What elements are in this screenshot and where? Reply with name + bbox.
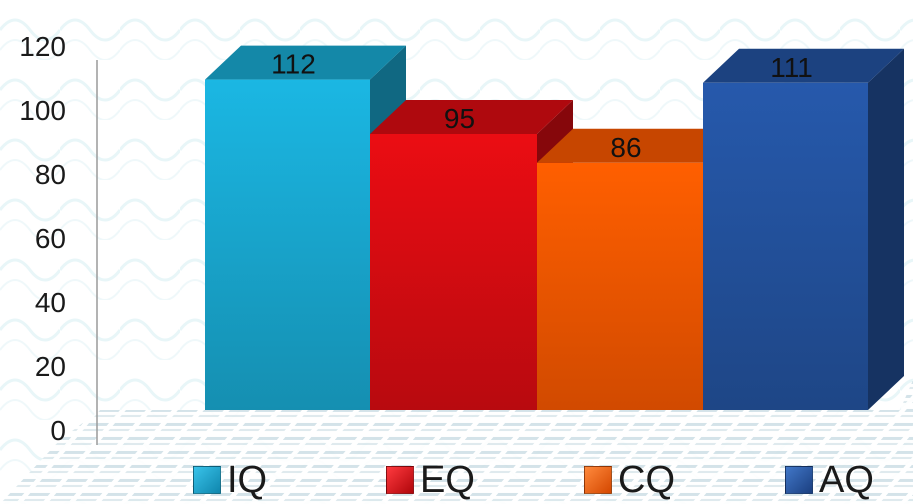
legend: IQ EQ CQ AQ [0,456,913,504]
y-tick-label: 20 [35,351,66,382]
legend-label-aq: AQ [819,459,874,501]
y-tick-label: 120 [19,31,66,62]
y-tick-label: 100 [19,95,66,126]
data-label-eq: 95 [444,103,475,134]
data-label-cq: 86 [610,132,641,163]
legend-item-iq: IQ [193,458,267,502]
data-labels-group: 112 95 86 111 [271,49,813,163]
bar-top-face [370,100,573,134]
y-tick-label: 0 [50,415,66,446]
y-tick-label: 80 [35,159,66,190]
legend-swatch-iq [193,466,221,494]
data-label-iq: 112 [271,49,316,80]
bar-aq [703,48,904,411]
legend-swatch-cq [584,466,612,494]
bar-top-face [537,128,739,163]
legend-label-eq: EQ [420,459,475,501]
legend-swatch-eq [386,466,414,494]
data-label-aq: 111 [770,52,813,83]
bar-front-face [537,162,703,410]
bar-front-face [370,134,537,410]
y-axis: 0 20 40 60 80 100 120 [19,31,98,446]
bars-group [205,45,904,411]
bar-top-face [703,48,904,83]
y-tick-label: 60 [35,223,66,254]
legend-label-iq: IQ [227,459,268,501]
legend-item-cq: CQ [584,458,675,502]
legend-swatch-aq [785,466,813,494]
legend-label-cq: CQ [618,459,675,501]
bar-side-face [868,48,904,411]
bar-front-face [703,82,868,411]
y-tick-label: 40 [35,287,66,318]
bar-top-face [205,45,406,80]
bar-front-face [205,79,370,410]
legend-item-aq: AQ [785,458,874,502]
legend-item-eq: EQ [386,458,475,502]
